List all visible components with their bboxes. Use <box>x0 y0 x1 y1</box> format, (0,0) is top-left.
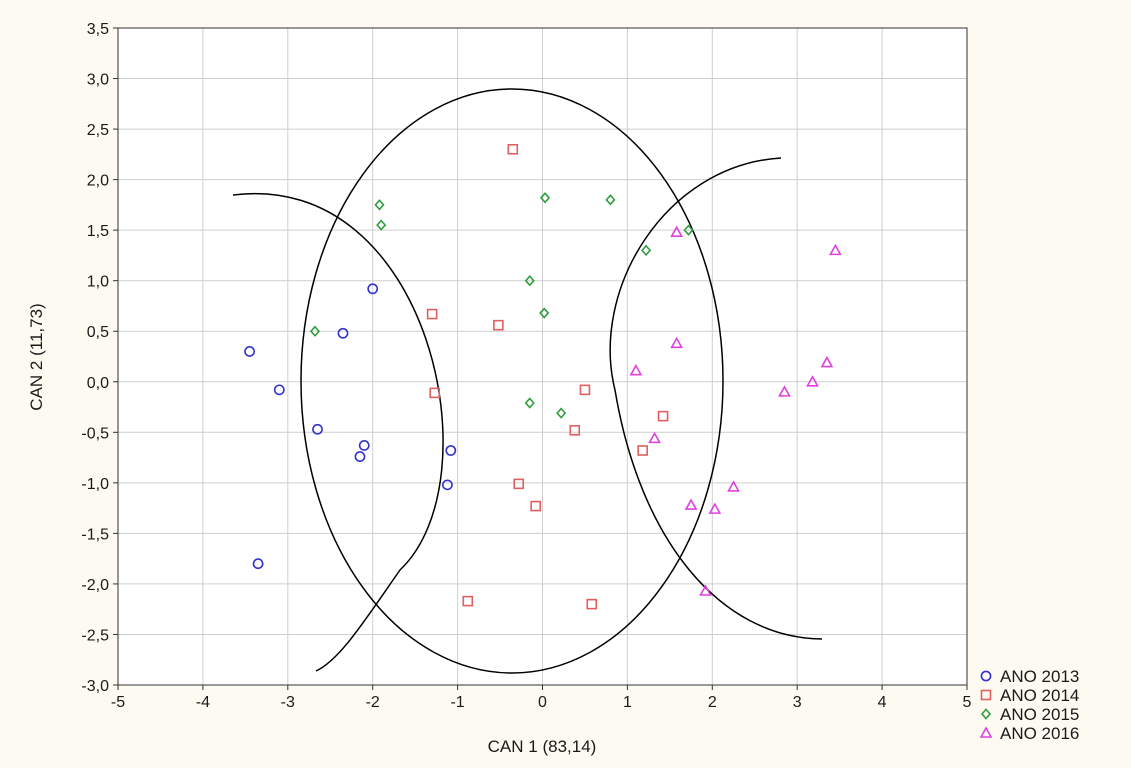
data-point <box>727 480 740 492</box>
y-tick-label: 0,0 <box>87 375 109 392</box>
series-ano-2016 <box>629 225 842 596</box>
y-tick-label: -2,5 <box>81 627 109 644</box>
data-point <box>586 598 598 610</box>
data-point <box>556 407 567 419</box>
data-point <box>493 319 504 331</box>
y-tick-label: -3,0 <box>81 678 109 695</box>
data-point <box>539 307 550 319</box>
x-axis-label: CAN 1 (83,14) <box>488 737 597 756</box>
legend-entry-label: ANO 2013 <box>1000 667 1079 686</box>
series-ano-2015 <box>309 192 694 419</box>
data-point <box>657 410 669 422</box>
data-point <box>530 500 542 512</box>
data-point <box>699 584 712 596</box>
data-point <box>637 445 648 456</box>
x-tick-label: 4 <box>878 694 887 711</box>
data-point <box>367 283 379 295</box>
data-point <box>605 194 616 206</box>
cluster-annotations <box>232 88 823 674</box>
series-ano-2013 <box>244 283 457 570</box>
data-point <box>507 143 519 155</box>
y-tick-label: -0,5 <box>81 425 109 442</box>
x-tick-label: 0 <box>538 694 547 711</box>
data-point <box>569 424 581 436</box>
legend-marker <box>979 726 993 738</box>
data-point <box>579 384 591 396</box>
data-point <box>309 325 321 337</box>
data-point <box>778 385 791 397</box>
x-tick-label: -5 <box>111 694 125 711</box>
data-point <box>524 397 535 409</box>
grid-lines <box>118 28 967 685</box>
x-tick-label: 1 <box>623 694 632 711</box>
data-point <box>358 440 370 451</box>
data-point <box>244 346 255 357</box>
data-point <box>462 595 474 607</box>
cluster-arc-right <box>609 157 823 640</box>
data-point <box>354 451 366 462</box>
y-tick-label: 1,0 <box>87 274 109 291</box>
data-point <box>629 364 643 376</box>
data-point <box>513 478 525 490</box>
y-tick-label: 3,5 <box>87 21 109 38</box>
data-point <box>806 375 819 387</box>
x-tick-label: -3 <box>281 694 295 711</box>
data-point <box>445 445 457 456</box>
x-tick-label: -2 <box>366 694 380 711</box>
y-axis-label: CAN 2 (11,73) <box>27 303 46 410</box>
legend-entry-label: ANO 2015 <box>1000 705 1079 724</box>
data-point <box>648 431 661 444</box>
cluster-ellipse-center <box>300 88 724 674</box>
legend-marker <box>980 689 992 701</box>
data-point <box>524 274 535 287</box>
data-point <box>670 225 684 237</box>
legend-marker <box>980 670 992 682</box>
data-point <box>708 502 722 514</box>
legend-entry-label: ANO 2014 <box>1000 686 1079 705</box>
data-point <box>684 498 698 510</box>
data-point <box>683 224 694 236</box>
data-points <box>244 143 842 610</box>
series-ano-2014 <box>426 143 669 610</box>
data-point <box>337 327 349 339</box>
data-point <box>374 199 385 211</box>
y-tick-label: 2,5 <box>87 122 109 139</box>
data-point <box>641 244 652 257</box>
y-tick-label: -1,0 <box>81 476 109 493</box>
x-tick-label: 3 <box>793 694 802 711</box>
x-tick-label: -1 <box>450 694 464 711</box>
data-point <box>820 355 834 368</box>
x-tick-label: 2 <box>708 694 717 711</box>
data-point <box>539 192 551 204</box>
y-tick-label: 1,5 <box>87 223 109 240</box>
data-point <box>426 308 438 320</box>
y-tick-label: -2,0 <box>81 577 109 594</box>
legend-entry-label: ANO 2016 <box>1000 724 1079 743</box>
x-tick-label: 5 <box>963 694 972 711</box>
data-point <box>273 384 285 396</box>
y-tick-label: 0,5 <box>87 324 109 341</box>
legend-marker <box>980 708 992 720</box>
y-tick-label: 2,0 <box>87 173 109 190</box>
data-point <box>829 243 842 256</box>
data-point <box>252 558 264 570</box>
data-point <box>312 423 323 435</box>
y-tick-label: 3,0 <box>87 72 109 89</box>
data-point <box>442 479 453 491</box>
axis-ticks: -5 -4 -3 -2 -1 0 1 2 3 4 5 -3,0 -2,5 -2,0 -1,5 -1,0 -0,5… <box>81 21 971 711</box>
cluster-arc-left <box>232 192 444 672</box>
y-tick-label: -1,5 <box>81 526 109 543</box>
data-point <box>670 336 684 349</box>
data-point <box>376 219 387 231</box>
data-point <box>429 387 440 399</box>
x-tick-label: -4 <box>196 694 210 711</box>
